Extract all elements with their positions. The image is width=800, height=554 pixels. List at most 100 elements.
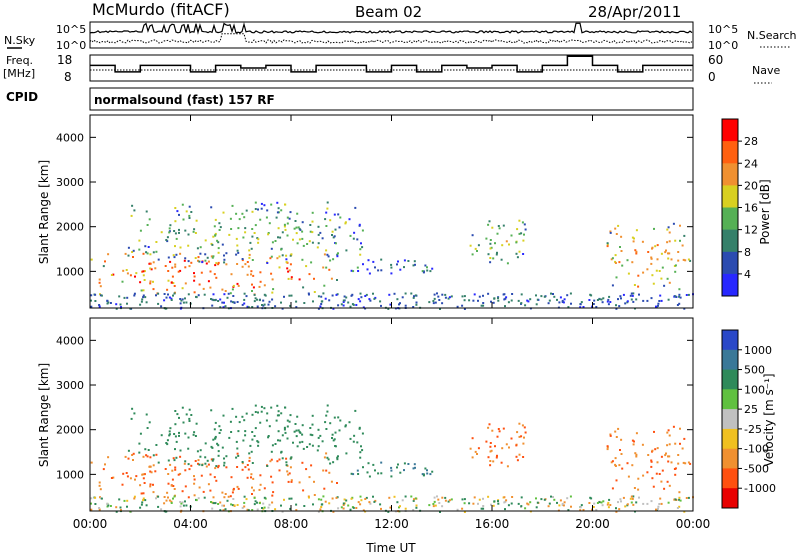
heatmap-cell — [655, 269, 658, 272]
heatmap-cell — [147, 246, 150, 248]
heatmap-cell — [415, 303, 418, 306]
heatmap-cell — [421, 473, 424, 476]
heatmap-cell — [261, 507, 263, 509]
heatmap-cell — [188, 265, 191, 268]
freq-tick-bottom: 8 — [64, 70, 72, 84]
heatmap-cell — [674, 264, 677, 267]
heatmap-cell — [272, 288, 275, 291]
heatmap-cell — [337, 213, 340, 216]
heatmap-cell — [118, 498, 121, 501]
heatmap-cell — [668, 240, 671, 243]
heatmap-cell — [365, 496, 368, 499]
heatmap-cell — [496, 251, 498, 254]
heatmap-cell — [606, 245, 609, 248]
heatmap-cell — [286, 437, 289, 440]
heatmap-cell — [120, 509, 122, 512]
heatmap-cell — [319, 434, 322, 437]
heatmap-cell — [253, 435, 256, 437]
heatmap-cell — [207, 463, 210, 466]
heatmap-cell — [199, 455, 202, 458]
heatmap-cell — [173, 256, 176, 259]
heatmap-cell — [660, 252, 663, 255]
heatmap-cell — [365, 293, 368, 296]
heatmap-cell — [618, 464, 621, 467]
heatmap-cell — [657, 302, 660, 305]
heatmap-cell — [263, 303, 266, 306]
heatmap-cell — [160, 508, 163, 511]
heatmap-cell — [506, 465, 509, 468]
heatmap-cell — [337, 416, 340, 419]
heatmap-cell — [225, 263, 228, 266]
heatmap-cell — [673, 295, 676, 298]
heatmap-cell — [679, 224, 681, 227]
velocity-xlabel: Time UT — [365, 541, 416, 554]
heatmap-cell — [169, 427, 172, 430]
heatmap-cell — [160, 434, 163, 437]
heatmap-cell — [135, 272, 138, 275]
heatmap-cell — [667, 501, 670, 504]
heatmap-cell — [223, 461, 226, 464]
heatmap-cell — [149, 485, 152, 488]
heatmap-cell — [166, 236, 169, 239]
heatmap-cell — [168, 433, 171, 436]
freq-label: Freq. — [6, 54, 33, 67]
heatmap-cell — [620, 500, 622, 503]
heatmap-cell — [130, 214, 133, 217]
heatmap-cell — [126, 499, 129, 502]
heatmap-cell — [223, 301, 225, 304]
heatmap-cell — [267, 436, 270, 439]
heatmap-cell — [663, 487, 666, 490]
heatmap-cell — [133, 412, 136, 415]
heatmap-cell — [432, 503, 435, 505]
heatmap-cell — [356, 266, 359, 269]
heatmap-cell — [286, 470, 289, 473]
heatmap-cell — [656, 447, 659, 450]
heatmap-cell — [309, 427, 312, 429]
heatmap-cell — [175, 237, 178, 240]
heatmap-cell — [218, 222, 221, 225]
heatmap-cell — [352, 237, 355, 240]
heatmap-cell — [344, 424, 347, 427]
heatmap-cell — [223, 293, 226, 296]
heatmap-cell — [414, 294, 417, 297]
heatmap-cell — [635, 455, 638, 458]
heatmap-cell — [174, 263, 177, 266]
y-tick-label: 3000 — [56, 176, 84, 189]
heatmap-cell — [223, 254, 225, 257]
heatmap-cell — [179, 252, 182, 255]
heatmap-cell — [313, 277, 315, 280]
heatmap-cell — [630, 501, 633, 504]
heatmap-cell — [333, 438, 336, 441]
heatmap-cell — [518, 422, 521, 425]
heatmap-cell — [472, 299, 475, 302]
heatmap-cell — [687, 461, 690, 464]
heatmap-cell — [198, 283, 201, 286]
heatmap-cell — [650, 297, 653, 300]
heatmap-cell — [197, 259, 199, 262]
heatmap-cell — [482, 294, 484, 297]
heatmap-cell — [210, 206, 213, 209]
heatmap-cell — [637, 274, 640, 277]
heatmap-cell — [144, 448, 147, 451]
heatmap-cell — [602, 297, 605, 300]
heatmap-cell — [630, 495, 633, 498]
heatmap-cell — [295, 503, 298, 506]
heatmap-cell — [660, 277, 663, 280]
heatmap-cell — [667, 429, 670, 432]
heatmap-cell — [175, 440, 178, 443]
heatmap-cell — [217, 466, 220, 469]
heatmap-cell — [582, 306, 585, 308]
heatmap-cell — [217, 263, 220, 266]
heatmap-cell — [184, 257, 187, 260]
heatmap-cell — [487, 292, 490, 295]
heatmap-cell — [252, 286, 255, 289]
heatmap-cell — [619, 246, 621, 248]
heatmap-cell — [98, 481, 101, 484]
heatmap-cell — [679, 442, 681, 445]
heatmap-cell — [353, 434, 356, 437]
heatmap-cell — [182, 301, 185, 304]
heatmap-cell — [515, 455, 518, 458]
heatmap-cell — [631, 439, 634, 442]
heatmap-cell — [407, 260, 410, 262]
